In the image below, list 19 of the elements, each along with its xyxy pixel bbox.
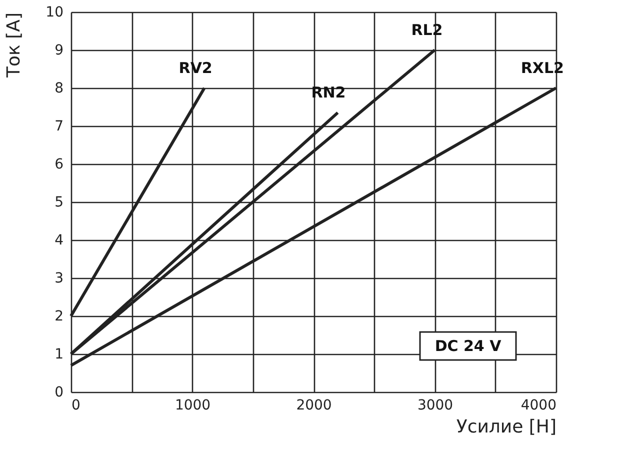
y-tick-label: 9: [54, 42, 64, 58]
x-tick-label: 4000: [520, 398, 556, 414]
y-tick-label: 2: [54, 308, 64, 324]
x-axis-title: Усилие [Н]: [456, 416, 556, 438]
y-tick-label: 3: [54, 270, 64, 286]
y-tick-label: 6: [54, 156, 64, 172]
y-axis-title: Ток [А]: [4, 12, 25, 78]
y-tick-label: 8: [54, 80, 64, 96]
annotation: DC 24 V: [434, 337, 502, 355]
x-tick-label: 2000: [296, 398, 332, 414]
y-tick-label: 0: [54, 384, 64, 400]
y-tick-label: 4: [54, 232, 64, 248]
x-tick-label: 3000: [417, 398, 454, 414]
y-tick-label: 10: [46, 4, 64, 20]
y-tick-label: 1: [54, 346, 64, 362]
y-tick-label: 7: [54, 118, 64, 134]
y-tick-label: 5: [54, 194, 64, 210]
x-tick-label: 0: [72, 398, 80, 414]
x-tick-label: 1000: [174, 398, 211, 414]
